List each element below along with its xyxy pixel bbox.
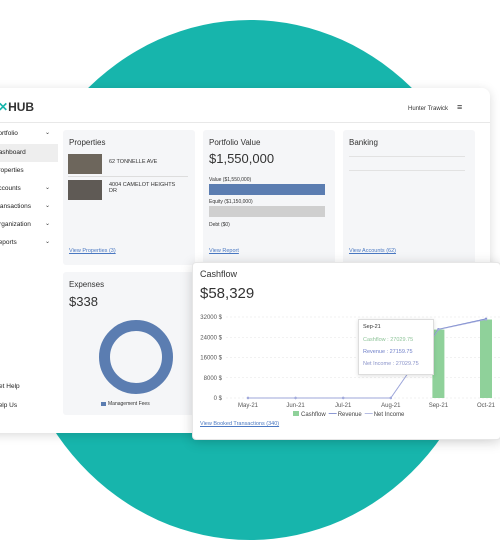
y-tick-label: 32000 $	[200, 315, 222, 321]
x-tick-label: Jul-21	[335, 403, 352, 409]
legend-label: Revenue	[338, 412, 363, 418]
legend-swatch	[293, 411, 299, 416]
divider	[68, 176, 188, 177]
card-title: Expenses	[69, 280, 105, 289]
tooltip-row: Revenue : 27159.75	[363, 349, 413, 355]
view-properties[interactable]: View Properties (3)	[69, 248, 116, 254]
banking-card: Banking View Accounts (62)	[343, 130, 475, 265]
line-point	[246, 396, 250, 400]
page: ✕HUB Hunter Trawick ≡ Portfolio ⌄ Dashboar…	[0, 20, 500, 540]
legend-swatch	[101, 402, 106, 406]
property-name[interactable]: 4004 CAMELOT HEIGHTS DR	[109, 182, 176, 194]
x-tick-label: Sep-21	[429, 403, 449, 409]
value-label: Value ($1,550,000)	[209, 177, 252, 183]
logo: ✕HUB	[0, 100, 35, 114]
chevron[interactable]: ⌄	[45, 221, 51, 227]
x-tick-label: Jun-21	[286, 403, 305, 409]
card-title: Cashflow	[200, 269, 238, 279]
portfolio-card: Portfolio Value $1,550,000 Value ($1,550…	[203, 130, 335, 265]
property-photo	[68, 180, 102, 200]
nav-footer-item[interactable]: Get Help	[0, 383, 20, 390]
y-tick-label: 16000 $	[200, 356, 222, 362]
chevron[interactable]: ⌄	[45, 239, 51, 245]
line-point	[389, 396, 392, 400]
expenses-total: $338	[69, 294, 98, 309]
legend-label: Net Income	[374, 412, 405, 418]
y-tick-label: 24000 $	[200, 335, 222, 341]
cashflow-card: Cashflow $58,329 0 $ 8000 $ 16000 $ 24000 $…	[192, 262, 500, 440]
app-window: ✕HUB Hunter Trawick ≡ Portfolio ⌄ Dashboar…	[0, 88, 490, 433]
card-title: Properties	[69, 138, 106, 147]
x-tick-label: Oct-21	[477, 403, 496, 409]
y-tick-label: 0 $	[214, 396, 223, 402]
portfolio-total: $1,550,000	[209, 151, 275, 166]
nav-active	[0, 144, 58, 162]
x-tick-label: May-21	[238, 403, 259, 409]
donut	[99, 320, 173, 394]
view-report[interactable]: View Report	[209, 248, 239, 254]
value-bar	[209, 184, 325, 195]
equity-label: Equity ($1,150,000)	[209, 199, 253, 205]
divider	[349, 156, 465, 157]
line-point	[342, 396, 345, 400]
nav-footer-item[interactable]: Help Us	[0, 402, 18, 409]
nav-item[interactable]: Portfolio	[0, 130, 18, 137]
bar	[480, 319, 492, 398]
view-accounts[interactable]: View Accounts (62)	[349, 248, 396, 254]
properties-card: Properties 62 TONNELLE AVE 4004 CAMELOT …	[63, 130, 195, 265]
header-divider	[0, 122, 490, 123]
property-photo	[68, 154, 102, 174]
cashflow-chart: 0 $ 8000 $ 16000 $ 24000 $ 32000 $ May-21 Jun-…	[200, 315, 500, 418]
divider	[349, 170, 465, 171]
legend-label: Management Fees	[108, 401, 150, 407]
nav-item[interactable]: Organization	[0, 221, 31, 228]
line-point	[484, 318, 488, 321]
debt-label: Debt ($0)	[209, 222, 230, 228]
tooltip-row: Cashflow : 27029.75	[363, 337, 414, 343]
card-title: Portfolio Value	[209, 138, 261, 147]
nav-item[interactable]: Properties	[0, 167, 24, 174]
property-name[interactable]: 62 TONNELLE AVE	[109, 159, 158, 165]
tooltip-row: Net Income : 27029.75	[363, 361, 419, 367]
chevron[interactable]: ⌄	[45, 130, 51, 136]
logo-text: HUB	[8, 100, 35, 114]
nav-item[interactable]: Reports	[0, 239, 17, 246]
bar	[432, 329, 445, 398]
equity-bar	[209, 206, 325, 217]
user-name[interactable]: Hunter Trawick	[408, 106, 449, 112]
nav-item[interactable]: Dashboard	[0, 149, 26, 156]
tooltip: Sep-21 Cashflow : 27029.75 Revenue : 271…	[358, 319, 434, 375]
chevron[interactable]: ⌄	[45, 185, 51, 191]
nav-item[interactable]: Transactions	[0, 203, 31, 210]
cashflow-total: $58,329	[200, 285, 255, 302]
view-transactions[interactable]: View Booked Transactions (340)	[200, 421, 280, 427]
y-tick-label: 8000 $	[204, 376, 223, 382]
line-point	[294, 396, 297, 400]
line-series	[248, 319, 487, 399]
card-title: Banking	[349, 138, 378, 147]
tooltip-title: Sep-21	[363, 324, 381, 330]
nav-item[interactable]: Accounts	[0, 185, 21, 192]
line-point	[437, 328, 440, 331]
expenses-card: Expenses $338 Management Fees	[63, 272, 195, 415]
chevron[interactable]: ⌄	[45, 203, 51, 209]
x-tick-label: Aug-21	[381, 403, 401, 409]
legend-label: Cashflow	[301, 412, 326, 418]
menu-icon[interactable]: ≡	[457, 102, 463, 112]
